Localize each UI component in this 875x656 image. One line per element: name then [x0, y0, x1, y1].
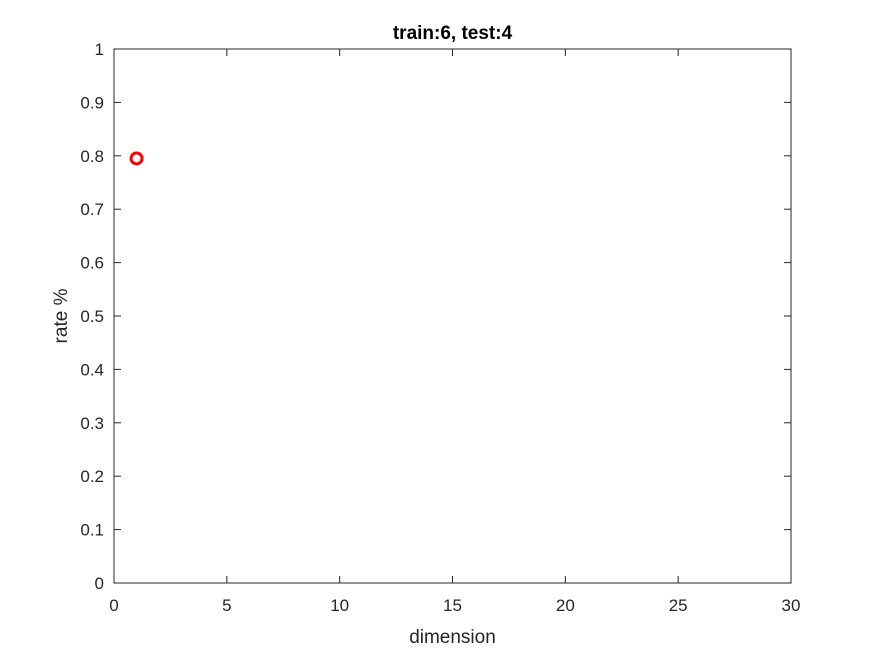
- x-tick-label: 25: [669, 596, 688, 615]
- x-tick-label: 30: [782, 596, 801, 615]
- y-tick-label: 0.1: [80, 521, 104, 540]
- x-tick-label: 5: [222, 596, 231, 615]
- y-tick-label: 0.2: [80, 467, 104, 486]
- y-tick-label: 0.6: [80, 254, 104, 273]
- data-point: [129, 151, 144, 166]
- y-axis-label: rate %: [51, 288, 72, 343]
- marks-layer: [129, 151, 144, 166]
- y-tick-label: 0.9: [80, 93, 104, 112]
- x-tick-label: 15: [443, 596, 462, 615]
- x-axis-label: dimension: [409, 627, 496, 648]
- y-tick-label: 0.3: [80, 414, 104, 433]
- y-tick-label: 0.5: [80, 307, 104, 326]
- y-tick-label: 1: [95, 40, 104, 59]
- y-tick-label: 0.7: [80, 200, 104, 219]
- x-tick-label: 10: [330, 596, 349, 615]
- x-tick-label: 20: [556, 596, 575, 615]
- chart-title: train:6, test:4: [393, 23, 513, 44]
- ticks-layer: 0 5 10 15 20 25 30 0 0.1 0.2 0.3 0.4 0.5 0.6 0.7 0.8 0.9…: [80, 40, 800, 615]
- y-tick-label: 0.4: [80, 360, 104, 379]
- y-tick-label: 0: [95, 574, 104, 593]
- x-tick-label: 0: [109, 596, 118, 615]
- y-tick-label: 0.8: [80, 147, 104, 166]
- plot-area: [113, 48, 792, 584]
